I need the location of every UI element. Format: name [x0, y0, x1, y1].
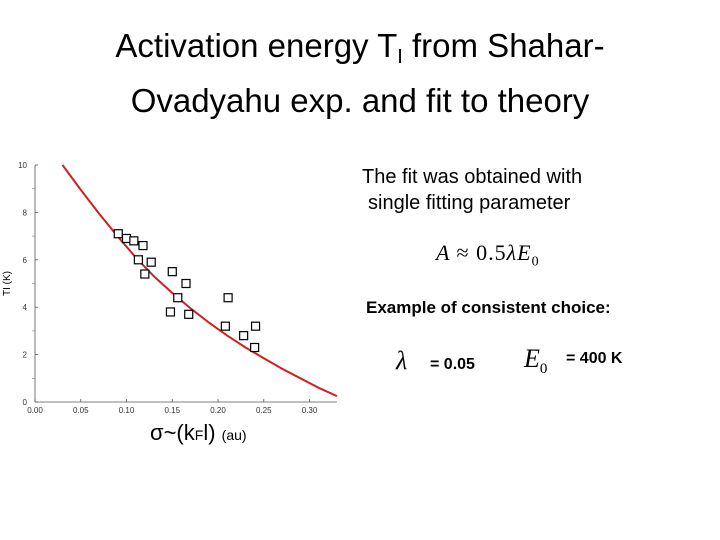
y-tick-label: 0	[23, 398, 28, 407]
x-axis-label-main: σ~(k	[150, 420, 195, 445]
data-point	[220, 321, 230, 331]
example-heading: Example of consistent choice:	[366, 298, 611, 317]
data-point	[113, 229, 123, 239]
title-part1: Activation energy T	[115, 27, 398, 64]
data-point	[146, 257, 156, 267]
x-tick-label: 0.05	[73, 406, 89, 415]
data-point	[184, 309, 194, 319]
data-point	[173, 293, 183, 303]
lambda-value: = 0.05	[430, 356, 475, 373]
activation-energy-chart: 0 2 4 6 8 10 0.00 0.05 0.10 0.15 0.20 0.25 0.30 TI (K…	[2, 161, 338, 415]
data-point	[181, 278, 191, 289]
title-line2: Ovadyahu exp. and fit to theory	[130, 82, 590, 119]
fit-note-line1: The fit was obtained with	[362, 166, 583, 188]
x-tick-label: 0.10	[119, 406, 135, 415]
data-point	[129, 236, 139, 246]
e0-symbol: E0	[524, 344, 547, 378]
data-point	[140, 269, 150, 279]
y-axis-label: TI (K)	[2, 271, 13, 296]
formula-approx: ≈	[456, 240, 470, 265]
x-tick-label: 0.25	[256, 406, 272, 415]
x-tick-label: 0.30	[302, 406, 318, 415]
data-point	[165, 307, 176, 317]
fit-formula: A ≈ 0.5λE0	[436, 240, 540, 270]
data-point	[250, 342, 260, 353]
fit-note-line2: single fitting parameter	[368, 192, 571, 214]
lambda-symbol: λ	[396, 346, 408, 375]
slide-title: Activation energy TI from Shahar- Ovadya…	[40, 24, 680, 123]
y-tick-label: 6	[23, 256, 28, 265]
data-point	[133, 255, 144, 265]
e0-letter: E	[524, 344, 540, 373]
data-point	[239, 331, 249, 341]
x-axis-label: σ~(kFl) (au)	[150, 420, 247, 446]
title-part2: from Shahar-	[402, 27, 605, 64]
x-tick-label: 0.00	[27, 406, 43, 415]
data-point	[138, 240, 148, 251]
formula-e: E	[517, 240, 532, 265]
y-tick-label: 8	[23, 208, 28, 217]
formula-coef: 0.5	[476, 240, 507, 265]
formula-sub: 0	[531, 254, 540, 270]
y-tick-label: 2	[23, 351, 28, 360]
data-point	[167, 267, 177, 277]
fit-note: The fit was obtained with single fitting…	[362, 164, 582, 216]
x-axis-label-sub: F	[194, 427, 204, 443]
formula-lambda: λ	[506, 240, 518, 265]
y-tick-label: 10	[18, 161, 27, 170]
x-axis-label-end: l)	[203, 420, 216, 445]
data-point	[223, 293, 233, 303]
fit-curve	[61, 164, 338, 398]
data-point	[250, 321, 261, 331]
title-subscript: I	[397, 46, 403, 68]
y-tick-label: 4	[23, 303, 28, 312]
e0-subscript: 0	[539, 361, 548, 378]
x-tick-label: 0.15	[164, 406, 180, 415]
x-axis-unit: (au)	[221, 427, 247, 443]
formula-lhs: A	[436, 240, 451, 265]
x-tick-label: 0.20	[210, 406, 226, 415]
e0-value: = 400 K	[566, 350, 623, 367]
